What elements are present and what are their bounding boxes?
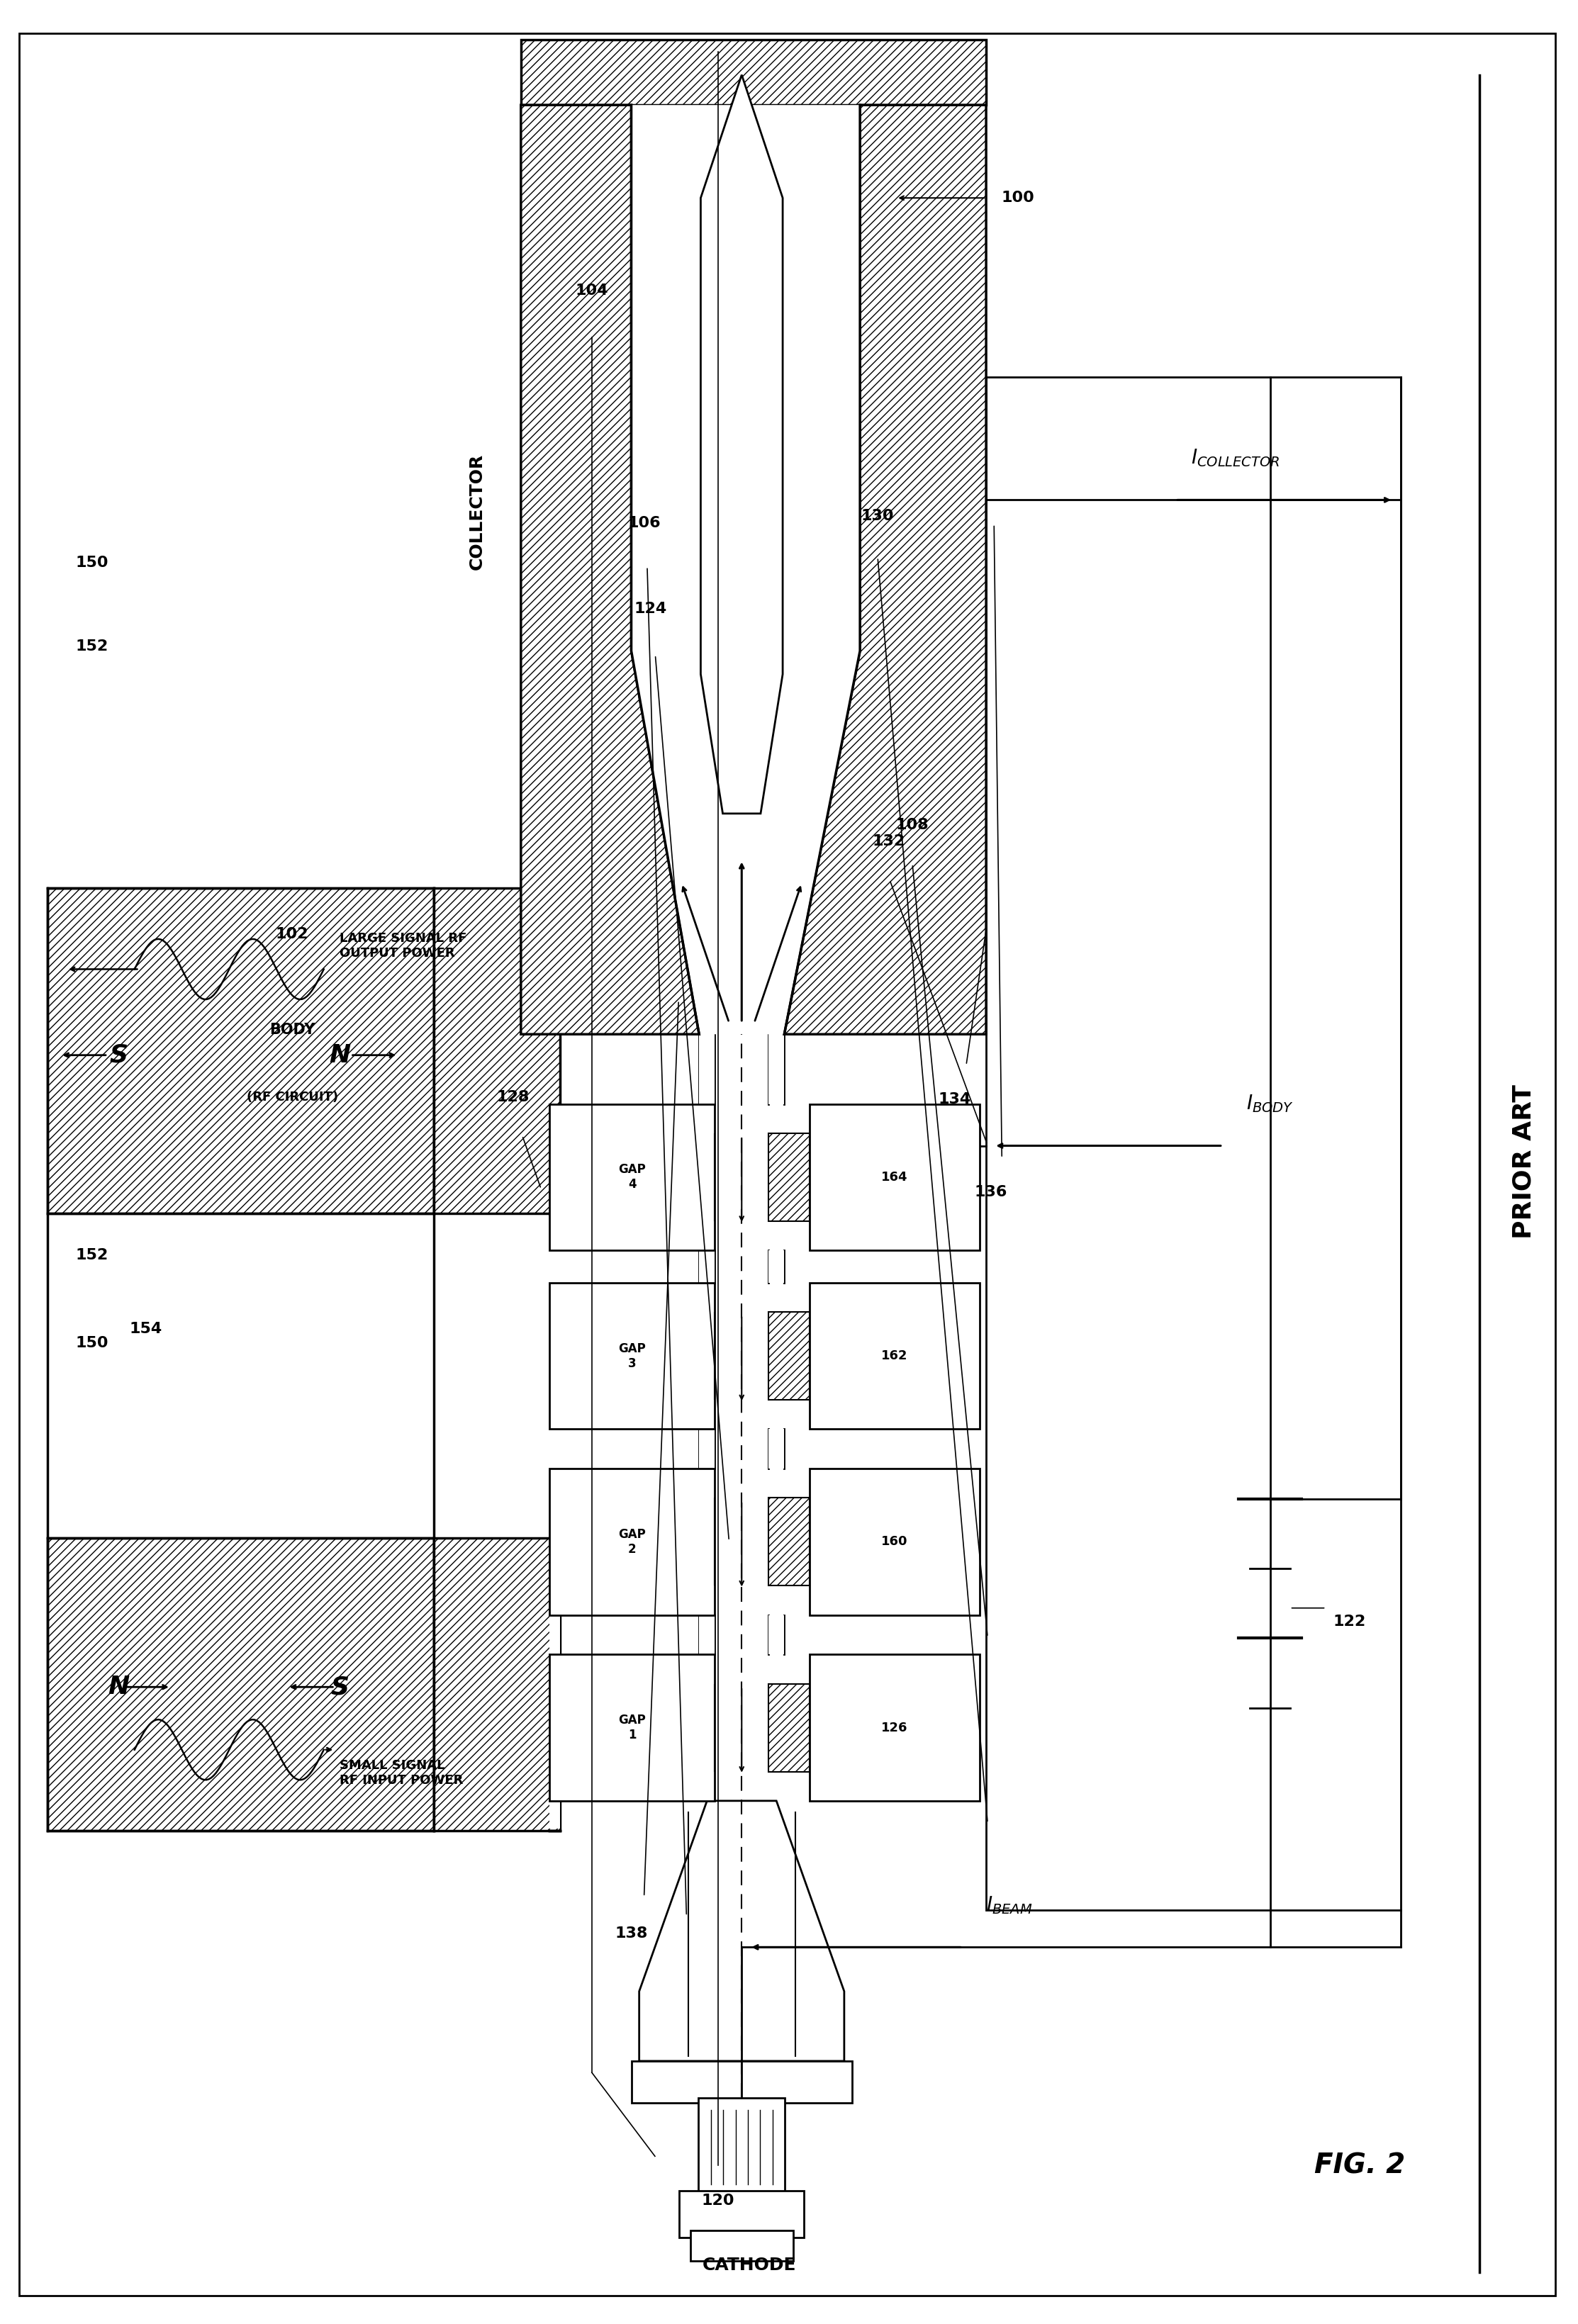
Polygon shape [521, 105, 699, 1034]
Bar [810, 1655, 980, 1801]
Bar [699, 1429, 715, 1469]
Text: 108: 108 [895, 818, 928, 832]
Bar [699, 2099, 786, 2196]
Text: 132: 132 [873, 834, 904, 848]
Bar [549, 1215, 560, 1829]
Text: 126: 126 [882, 1722, 907, 1734]
Polygon shape [784, 105, 986, 1034]
Bar [768, 1134, 810, 1220]
Text: 162: 162 [882, 1350, 907, 1362]
Bar [810, 1469, 980, 1615]
Bar [680, 2192, 803, 2238]
Text: 154: 154 [129, 1322, 163, 1336]
Bar [768, 1615, 784, 1655]
Bar [768, 1429, 784, 1469]
Text: $I_{COLLECTOR}$: $I_{COLLECTOR}$ [1191, 449, 1280, 469]
Text: CATHODE: CATHODE [702, 2257, 797, 2273]
Bar [521, 40, 986, 105]
Text: 138: 138 [615, 1927, 647, 1941]
Text: LARGE SIGNAL RF
OUTPUT POWER: LARGE SIGNAL RF OUTPUT POWER [339, 932, 467, 960]
Text: 106: 106 [628, 516, 661, 530]
Text: PRIOR ART: PRIOR ART [1512, 1085, 1535, 1239]
Text: FIG. 2: FIG. 2 [1314, 2152, 1406, 2180]
Text: 128: 128 [497, 1090, 530, 1104]
Polygon shape [631, 105, 860, 1034]
Bar [549, 1283, 715, 1429]
Text: 164: 164 [882, 1171, 907, 1183]
Text: 160: 160 [882, 1536, 907, 1548]
Bar [434, 888, 560, 1213]
Text: 122: 122 [1333, 1615, 1367, 1629]
Text: $I_{BODY}$: $I_{BODY}$ [1247, 1092, 1294, 1116]
Text: 120: 120 [702, 2194, 734, 2208]
Text: SMALL SIGNAL
RF INPUT POWER: SMALL SIGNAL RF INPUT POWER [339, 1759, 464, 1787]
Bar [699, 1034, 715, 1104]
Bar [768, 1034, 784, 1104]
Text: 100: 100 [1000, 191, 1034, 205]
Text: S: S [330, 1676, 349, 1699]
Bar [768, 1685, 810, 1771]
Bar [768, 1313, 810, 1399]
Bar [699, 1615, 715, 1655]
Text: GAP
3: GAP 3 [619, 1343, 645, 1369]
Bar [810, 1283, 980, 1429]
Bar [691, 2231, 792, 2261]
Bar [699, 1250, 715, 1283]
Polygon shape [701, 74, 783, 813]
Bar [810, 1104, 980, 1250]
Bar [549, 1469, 715, 1615]
Text: 150: 150 [76, 1336, 109, 1350]
Text: GAP
2: GAP 2 [619, 1529, 645, 1555]
Text: (RF CIRCUIT): (RF CIRCUIT) [246, 1090, 338, 1104]
Bar [768, 1499, 810, 1585]
Text: 130: 130 [862, 509, 893, 523]
Text: COLLECTOR: COLLECTOR [469, 453, 486, 569]
Text: 102: 102 [276, 927, 309, 941]
Polygon shape [639, 1801, 844, 2061]
Text: N: N [328, 1043, 350, 1067]
Text: 150: 150 [76, 555, 109, 569]
Text: GAP
4: GAP 4 [619, 1164, 645, 1190]
Text: 104: 104 [576, 284, 609, 297]
Bar [50, 1215, 431, 1536]
Bar [434, 1538, 560, 1831]
Text: N: N [107, 1676, 129, 1699]
Bar [768, 1250, 784, 1283]
Bar [986, 376, 1401, 1910]
Text: 152: 152 [76, 1248, 109, 1262]
Text: 124: 124 [634, 602, 666, 616]
Bar [549, 1104, 715, 1250]
Text: GAP
1: GAP 1 [619, 1713, 645, 1741]
Text: $I_{BEAM}$: $I_{BEAM}$ [986, 1894, 1032, 1915]
Bar [631, 2061, 852, 2103]
Bar [47, 888, 434, 1213]
Text: 136: 136 [975, 1185, 1007, 1199]
Bar [549, 1655, 715, 1801]
Text: 134: 134 [939, 1092, 970, 1106]
Text: S: S [109, 1043, 128, 1067]
Text: BODY: BODY [270, 1023, 316, 1037]
Text: 152: 152 [76, 639, 109, 653]
Bar [47, 1538, 434, 1831]
